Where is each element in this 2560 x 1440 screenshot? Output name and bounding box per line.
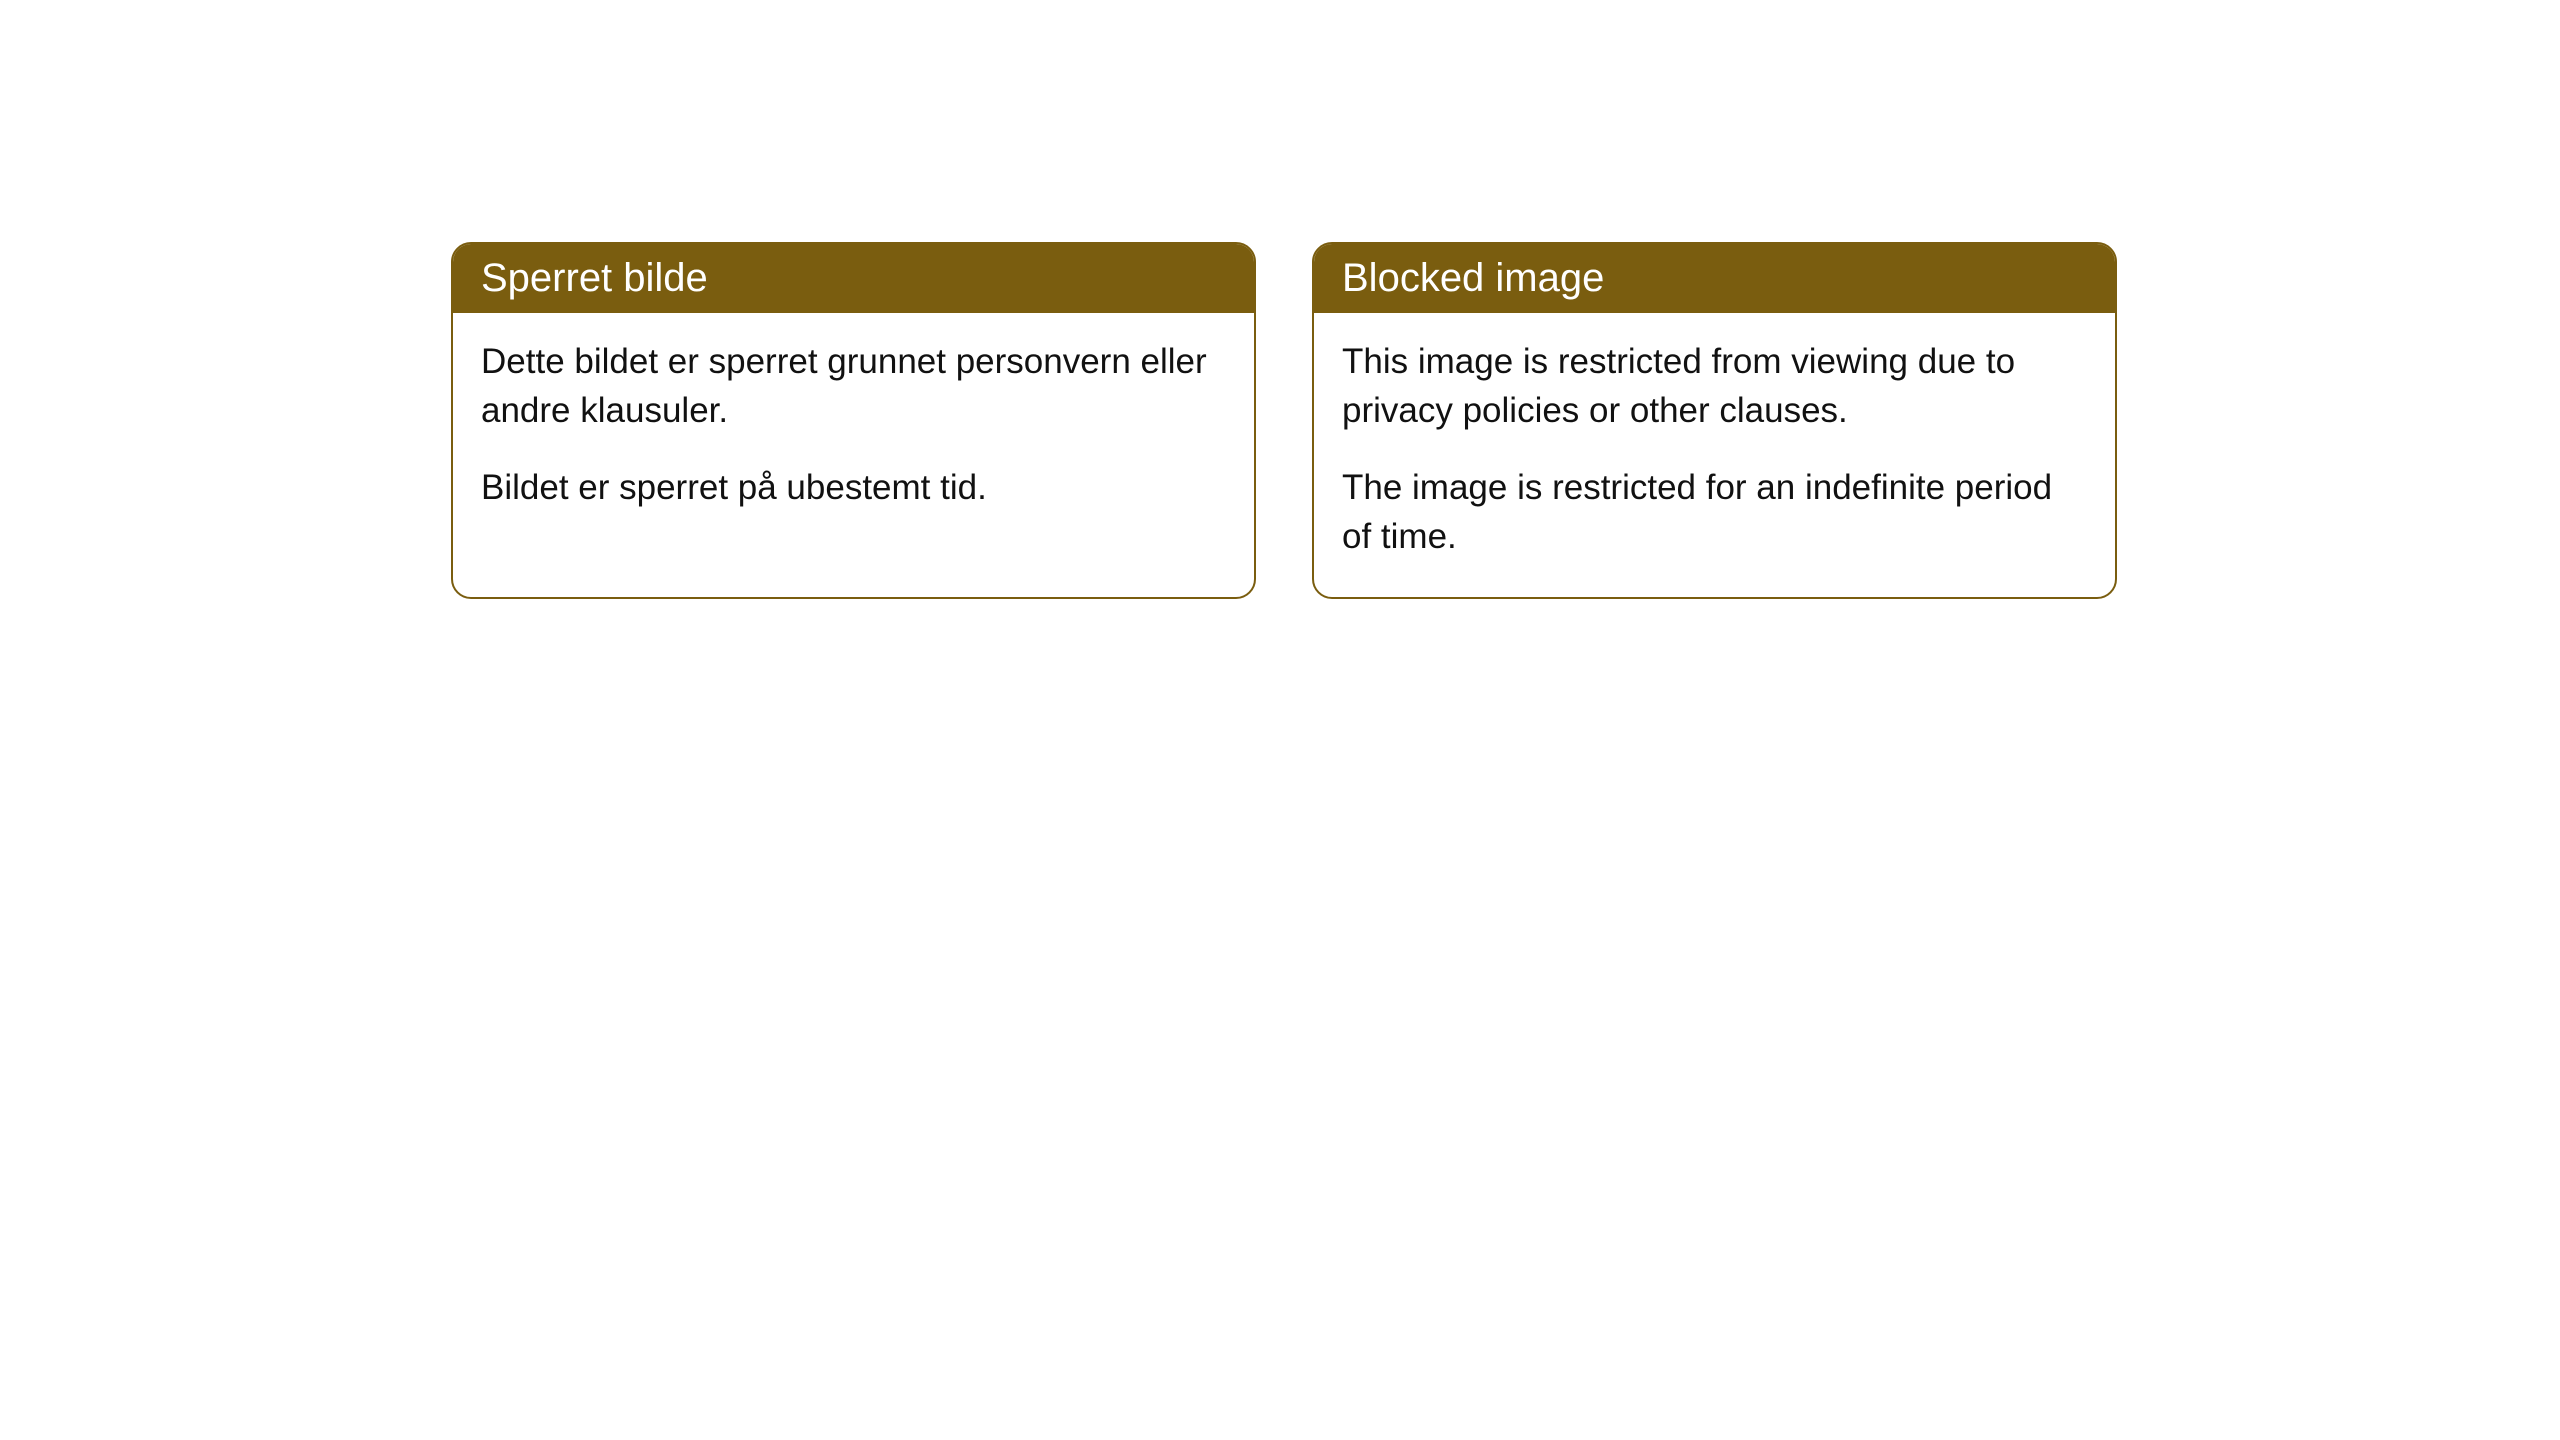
card-title: Blocked image xyxy=(1342,256,1604,300)
card-paragraph-2: Bildet er sperret på ubestemt tid. xyxy=(481,463,1226,512)
card-english: Blocked image This image is restricted f… xyxy=(1312,242,2117,599)
card-header-english: Blocked image xyxy=(1314,244,2115,313)
cards-container: Sperret bilde Dette bildet er sperret gr… xyxy=(451,242,2117,599)
card-body-norwegian: Dette bildet er sperret grunnet personve… xyxy=(453,313,1254,548)
card-paragraph-2: The image is restricted for an indefinit… xyxy=(1342,463,2087,561)
card-norwegian: Sperret bilde Dette bildet er sperret gr… xyxy=(451,242,1256,599)
card-paragraph-1: This image is restricted from viewing du… xyxy=(1342,337,2087,435)
card-header-norwegian: Sperret bilde xyxy=(453,244,1254,313)
card-paragraph-1: Dette bildet er sperret grunnet personve… xyxy=(481,337,1226,435)
card-title: Sperret bilde xyxy=(481,256,708,300)
card-body-english: This image is restricted from viewing du… xyxy=(1314,313,2115,597)
